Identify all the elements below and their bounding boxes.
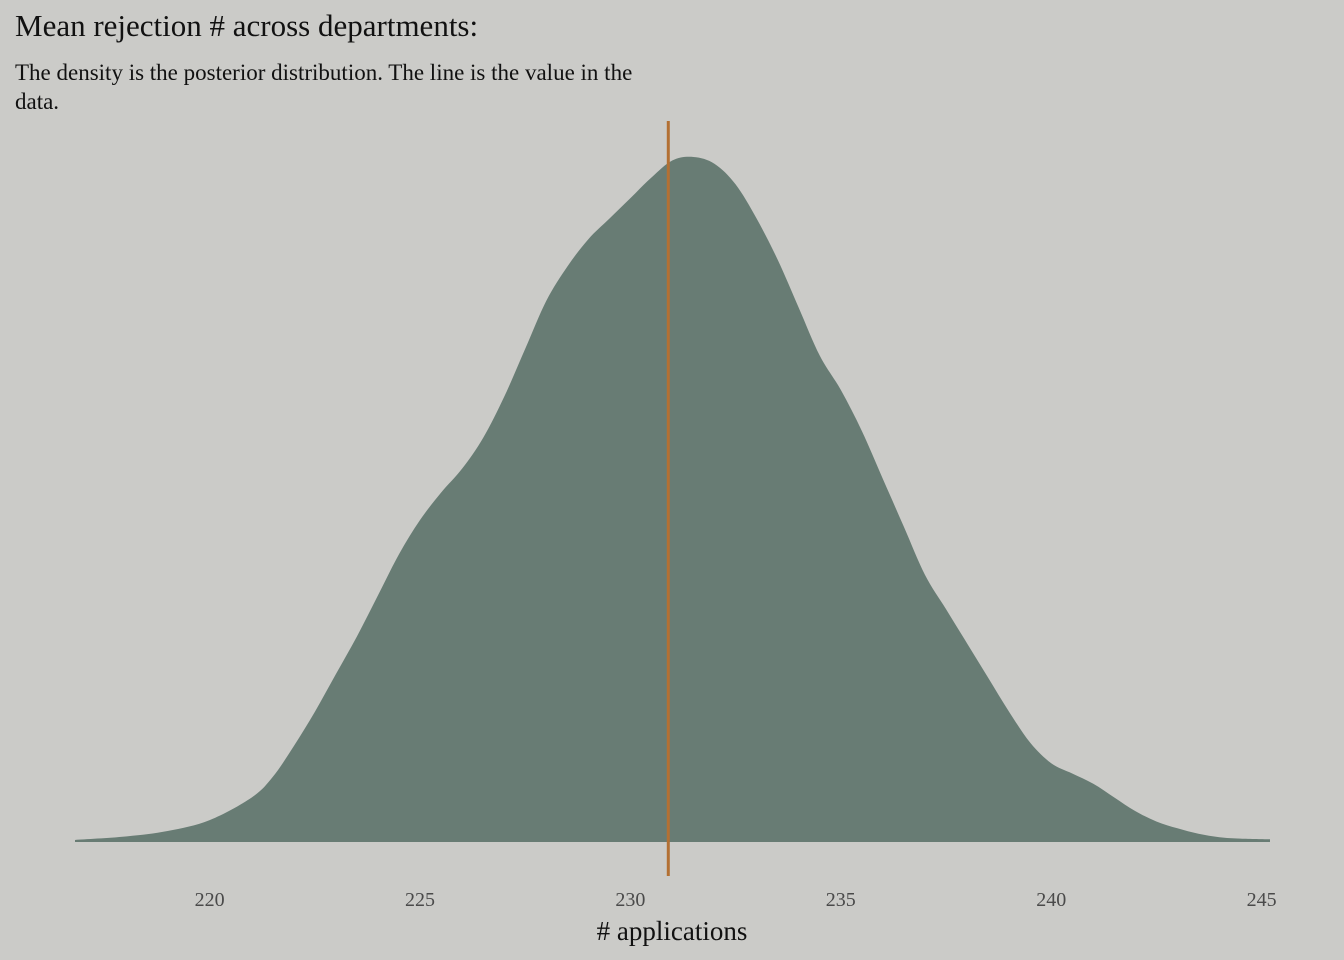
x-tick-label: 220 — [195, 889, 225, 911]
density-area — [75, 156, 1270, 843]
chart-title: Mean rejection # across departments: — [15, 8, 479, 43]
x-axis-ticks: 220 225 230 235 240 245 — [195, 889, 1277, 911]
x-tick-label: 230 — [615, 889, 645, 911]
x-tick-label: 245 — [1247, 889, 1277, 911]
x-tick-label: 235 — [826, 889, 856, 911]
x-axis-title: # applications — [597, 916, 748, 946]
x-tick-label: 240 — [1036, 889, 1066, 911]
chart-subtitle: The density is the posterior distributio… — [15, 60, 633, 114]
density-layer — [75, 156, 1270, 843]
x-tick-label: 225 — [405, 889, 435, 911]
